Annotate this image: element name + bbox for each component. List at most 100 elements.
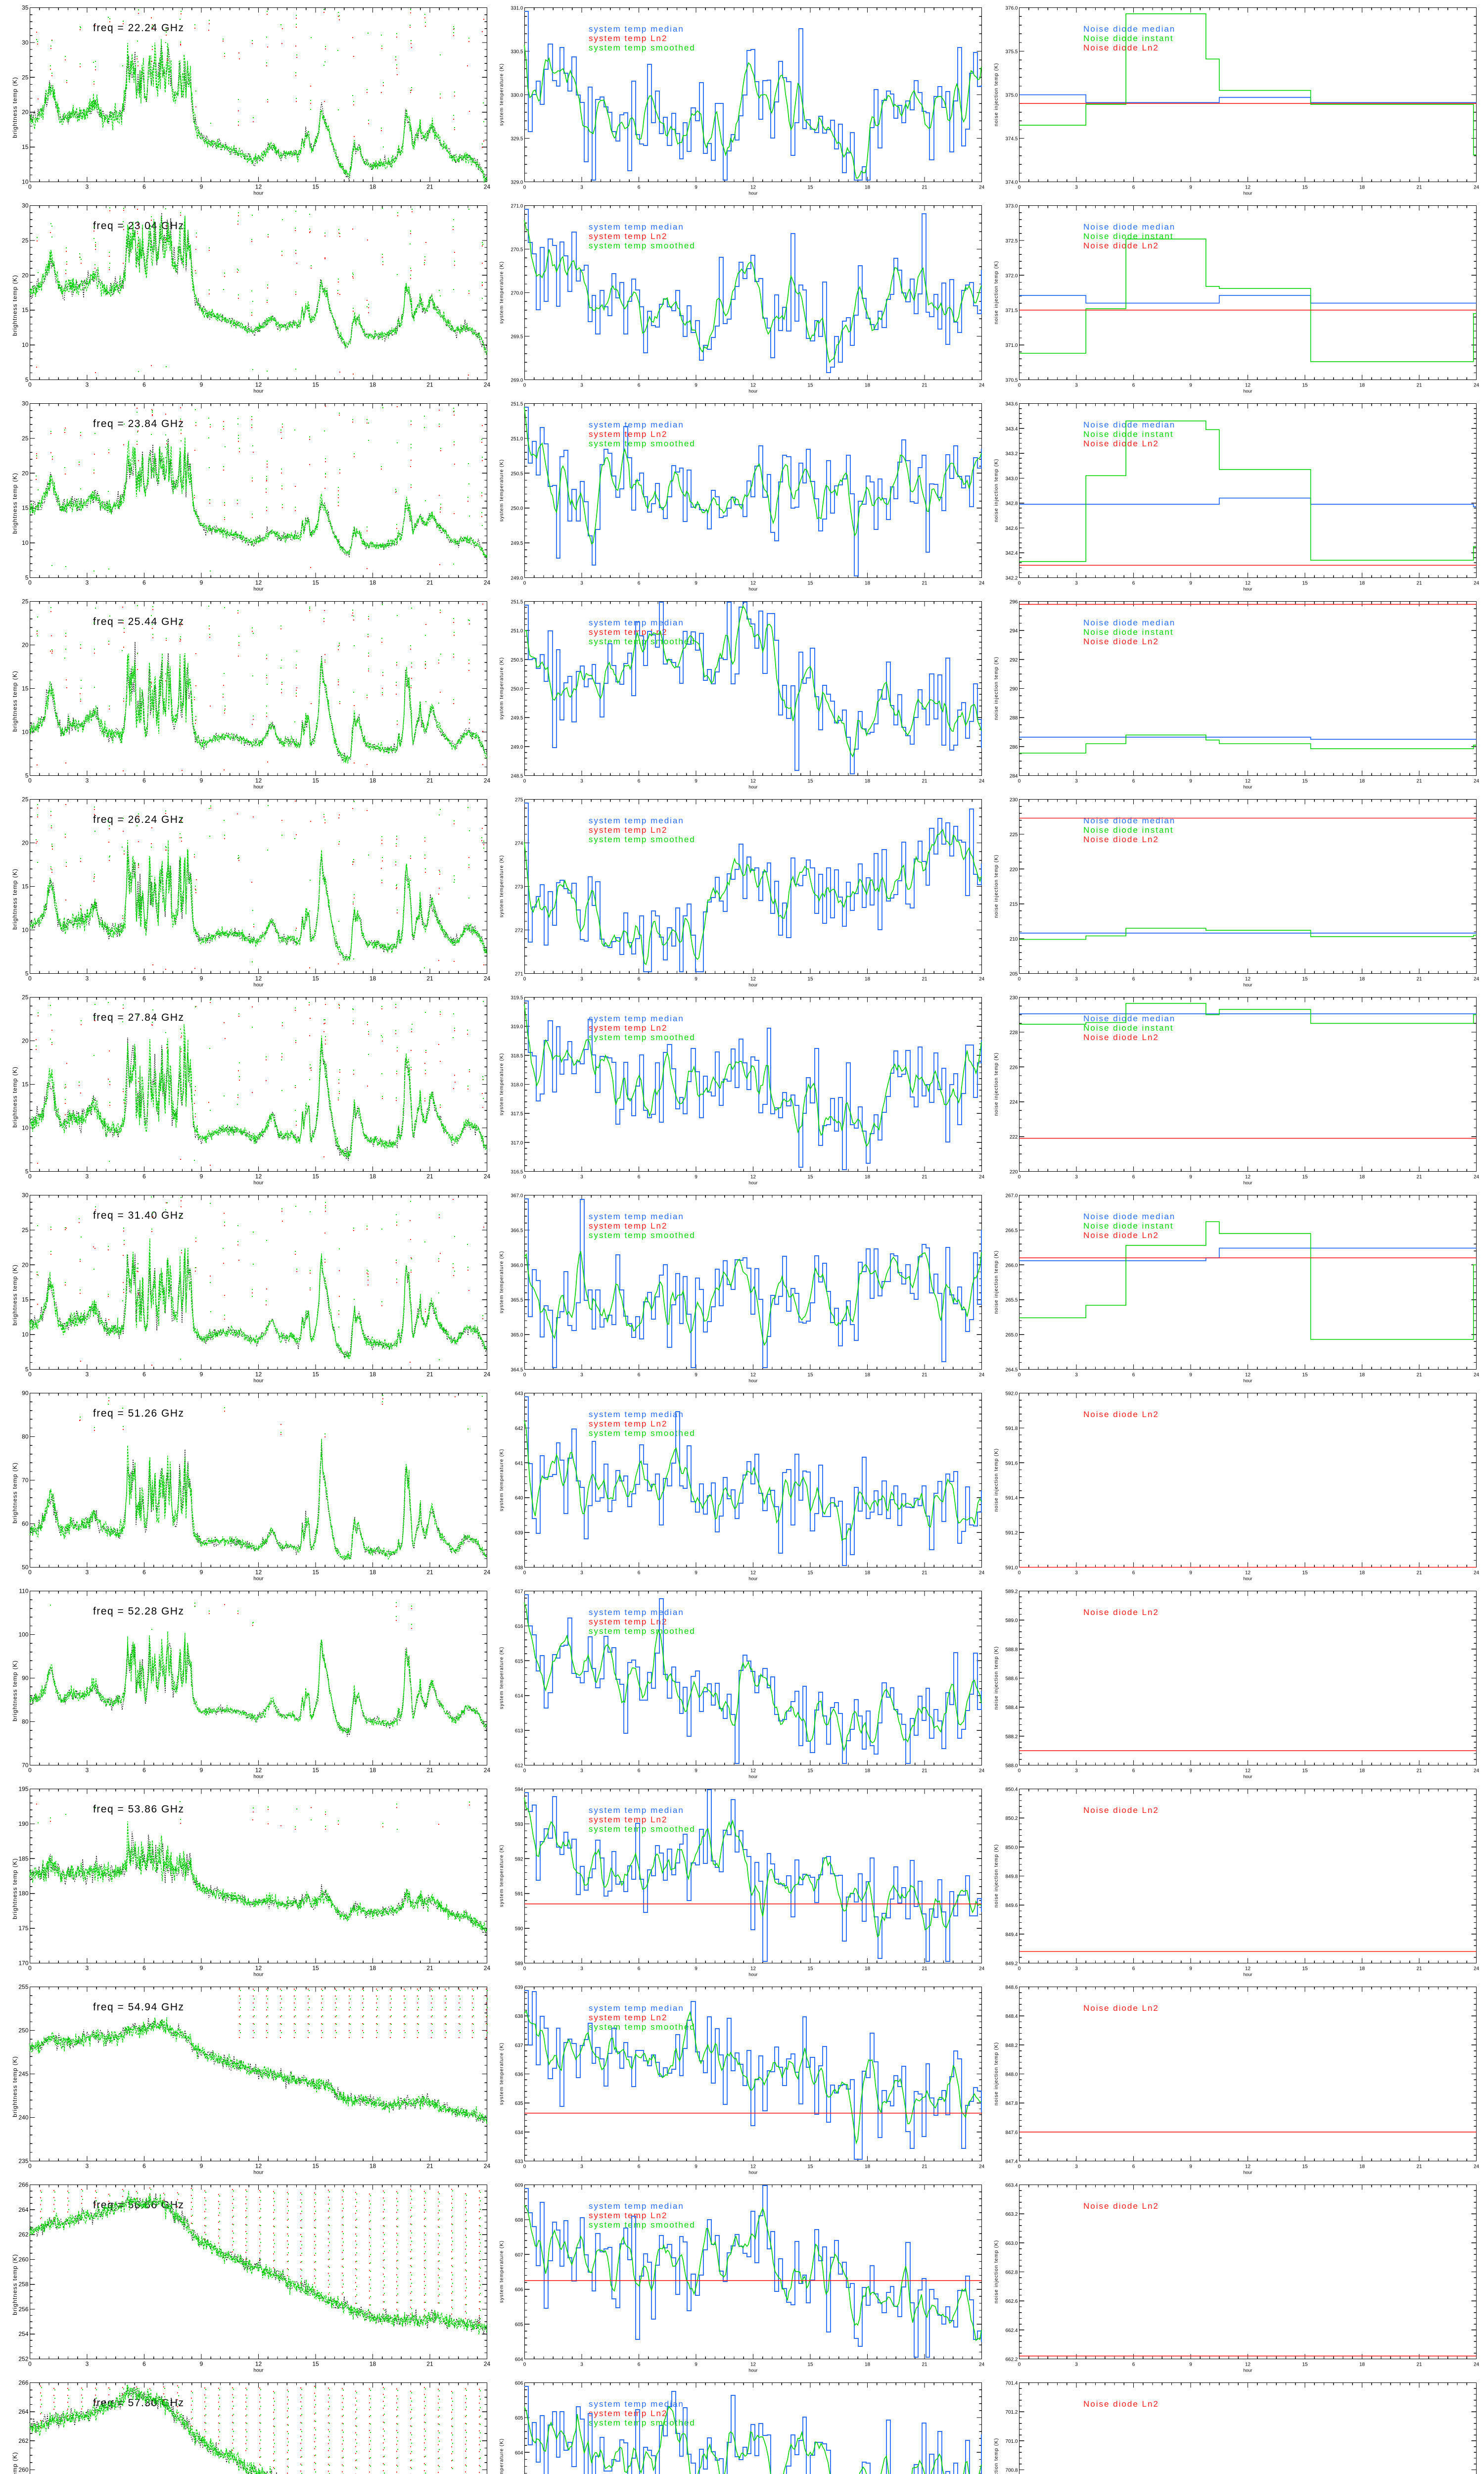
svg-text:264: 264 <box>18 2206 28 2213</box>
svg-text:591.0: 591.0 <box>1005 1566 1018 1571</box>
svg-text:343.6: 343.6 <box>1005 402 1018 407</box>
svg-text:24: 24 <box>979 1570 985 1576</box>
svg-text:24: 24 <box>979 977 985 982</box>
svg-text:18: 18 <box>1359 1966 1365 1972</box>
svg-text:18: 18 <box>370 2361 376 2368</box>
svg-text:3: 3 <box>1075 1966 1078 1972</box>
svg-text:freq = 31.40 GHz: freq = 31.40 GHz <box>93 1210 185 1221</box>
svg-text:18: 18 <box>370 975 376 982</box>
svg-text:848.4: 848.4 <box>1005 2014 1018 2019</box>
svg-text:5: 5 <box>25 1366 29 1373</box>
svg-text:21: 21 <box>922 1768 928 1774</box>
svg-text:9: 9 <box>695 1570 697 1576</box>
svg-text:brightness temp (K): brightness temp (K) <box>11 868 18 930</box>
svg-text:3: 3 <box>1075 1570 1078 1576</box>
svg-text:6: 6 <box>1132 779 1135 784</box>
svg-text:system temp smoothed: system temp smoothed <box>589 2220 696 2230</box>
svg-text:591.8: 591.8 <box>1005 1426 1018 1431</box>
svg-text:374.5: 374.5 <box>1005 137 1018 142</box>
svg-text:12: 12 <box>255 184 262 190</box>
svg-text:system temperature (K): system temperature (K) <box>499 63 505 126</box>
svg-text:642: 642 <box>515 1426 523 1431</box>
svg-text:Noise diode median: Noise diode median <box>1083 1212 1175 1221</box>
svg-text:180: 180 <box>18 1890 28 1897</box>
svg-text:6: 6 <box>142 1965 146 1972</box>
svg-text:6: 6 <box>142 975 146 982</box>
svg-text:24: 24 <box>484 975 491 982</box>
svg-text:hour: hour <box>748 191 757 196</box>
svg-text:21: 21 <box>922 2164 928 2170</box>
svg-text:262: 262 <box>18 2231 28 2238</box>
svg-text:3: 3 <box>1075 977 1078 982</box>
svg-text:35: 35 <box>22 4 29 11</box>
svg-text:hour: hour <box>1243 389 1252 394</box>
svg-text:freq = 22.24 GHz: freq = 22.24 GHz <box>93 22 185 34</box>
svg-text:662.4: 662.4 <box>1005 2328 1018 2333</box>
svg-text:18: 18 <box>865 2362 871 2368</box>
svg-text:294: 294 <box>1010 628 1018 634</box>
svg-text:24: 24 <box>1474 2164 1480 2170</box>
svg-text:266.5: 266.5 <box>1005 1228 1018 1234</box>
svg-text:3: 3 <box>580 779 583 784</box>
svg-text:662.8: 662.8 <box>1005 2270 1018 2276</box>
svg-text:system temp smoothed: system temp smoothed <box>589 1428 696 1438</box>
svg-text:12: 12 <box>750 1175 756 1180</box>
svg-text:21: 21 <box>1416 1175 1422 1180</box>
svg-text:24: 24 <box>979 2362 985 2368</box>
svg-text:24: 24 <box>1474 977 1480 982</box>
svg-text:Noise diode Ln2: Noise diode Ln2 <box>1083 1231 1159 1240</box>
svg-text:system temperature (K): system temperature (K) <box>499 1845 505 1907</box>
svg-text:9: 9 <box>695 1768 697 1774</box>
svg-text:271.0: 271.0 <box>510 204 523 209</box>
svg-text:614: 614 <box>515 1694 523 1699</box>
svg-text:15: 15 <box>312 1569 319 1576</box>
svg-text:6: 6 <box>142 579 146 586</box>
svg-text:Noise diode Ln2: Noise diode Ln2 <box>1083 1410 1159 1419</box>
svg-text:15: 15 <box>807 977 813 982</box>
svg-text:12: 12 <box>750 1966 756 1972</box>
svg-text:18: 18 <box>1359 2362 1365 2368</box>
svg-text:system temp Ln2: system temp Ln2 <box>589 1023 667 1033</box>
svg-text:hour: hour <box>1243 1576 1252 1581</box>
svg-text:24: 24 <box>979 185 985 190</box>
svg-text:366.0: 366.0 <box>510 1263 523 1268</box>
svg-text:freq = 27.84 GHz: freq = 27.84 GHz <box>93 1012 185 1023</box>
svg-text:365.5: 365.5 <box>510 1298 523 1303</box>
svg-text:264: 264 <box>18 2408 28 2415</box>
svg-text:system temp Ln2: system temp Ln2 <box>589 232 667 241</box>
svg-text:0: 0 <box>28 2163 32 2170</box>
svg-text:24: 24 <box>484 1767 491 1774</box>
svg-text:9: 9 <box>1189 1373 1192 1378</box>
svg-text:225: 225 <box>1010 832 1018 838</box>
svg-text:80: 80 <box>22 1718 29 1725</box>
svg-text:15: 15 <box>807 1373 813 1378</box>
svg-text:9: 9 <box>1189 1570 1192 1576</box>
svg-text:system temp median: system temp median <box>589 1410 684 1419</box>
svg-text:system temp smoothed: system temp smoothed <box>589 43 696 52</box>
svg-text:10: 10 <box>22 341 29 348</box>
svg-text:system temp Ln2: system temp Ln2 <box>589 1815 667 1824</box>
svg-text:248.5: 248.5 <box>510 774 523 779</box>
svg-text:0: 0 <box>1018 1768 1021 1774</box>
svg-text:3: 3 <box>580 1966 583 1972</box>
svg-text:Noise diode Ln2: Noise diode Ln2 <box>1083 637 1159 646</box>
svg-text:12: 12 <box>255 579 262 586</box>
svg-text:3: 3 <box>86 184 89 190</box>
svg-text:6: 6 <box>142 1371 146 1378</box>
svg-text:615: 615 <box>515 1659 523 1664</box>
svg-text:318.5: 318.5 <box>510 1053 523 1059</box>
svg-text:3: 3 <box>580 977 583 982</box>
svg-text:24: 24 <box>979 1175 985 1180</box>
svg-text:30: 30 <box>22 400 29 407</box>
svg-text:50: 50 <box>22 1564 29 1571</box>
svg-text:system temp smoothed: system temp smoothed <box>589 439 696 448</box>
svg-text:21: 21 <box>922 1373 928 1378</box>
svg-text:12: 12 <box>255 1371 262 1378</box>
svg-text:9: 9 <box>200 975 203 982</box>
svg-text:342.4: 342.4 <box>1005 551 1018 556</box>
svg-text:330.0: 330.0 <box>510 93 523 98</box>
svg-text:0: 0 <box>523 383 526 388</box>
svg-text:3: 3 <box>580 185 583 190</box>
svg-text:system temp Ln2: system temp Ln2 <box>589 1617 667 1626</box>
svg-text:0: 0 <box>1018 1175 1021 1180</box>
